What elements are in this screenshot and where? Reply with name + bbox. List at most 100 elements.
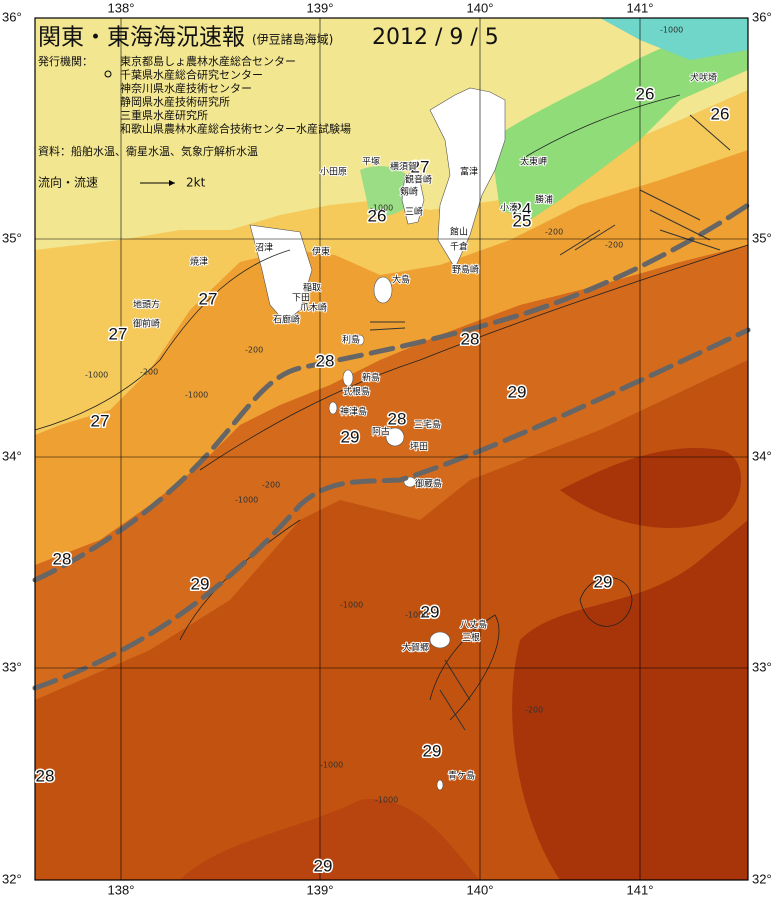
contour — [429, 614, 500, 721]
depth-label: -1000 — [185, 391, 208, 400]
marker — [104, 70, 112, 78]
isotherm-label: 29 — [341, 427, 360, 446]
place-name: 焼津 — [190, 257, 208, 268]
front — [32, 202, 751, 583]
isotherm-label: 28 — [461, 329, 480, 348]
place-name: 小田原 — [320, 167, 347, 178]
place-name: 稲取 — [303, 282, 321, 294]
issuer: 千葉県水産総合研究センター — [120, 68, 263, 82]
place-name: 小湊 — [500, 202, 518, 214]
place-name: 館山 — [450, 226, 468, 238]
sea-24 — [600, 18, 748, 60]
place-name: 沼津 — [255, 243, 273, 254]
place-name: 石廊崎 — [273, 314, 300, 326]
current-vectors — [369, 114, 731, 731]
issuer: 三重県水産研究所 — [120, 108, 208, 122]
vector — [559, 229, 601, 256]
contours — [34, 94, 749, 721]
isotherm-label: 26 — [368, 206, 387, 225]
legend-arrowhead — [169, 180, 175, 186]
lat-label: 34° — [2, 448, 22, 463]
lon-label: 138° — [108, 0, 135, 15]
place-name: 千倉 — [450, 241, 468, 253]
place-name: 下田 — [292, 293, 310, 304]
isotherm-label: 27 — [91, 411, 110, 430]
place-name: 大賀郷 — [402, 642, 429, 654]
issuer: 和歌山県農林水産総合技術センター水産試験場 — [120, 122, 351, 136]
isotherm-label: 29 — [423, 741, 442, 760]
island — [436, 779, 444, 791]
lat-label: 34° — [752, 448, 772, 463]
isotherm-label: 26 — [711, 104, 730, 123]
place-name: 爪木崎 — [300, 302, 327, 314]
vector — [649, 209, 711, 241]
isotherm-label: 26 — [636, 84, 655, 103]
isotherm-label: 29 — [191, 574, 210, 593]
vector — [444, 659, 471, 701]
lat-label: 35° — [752, 230, 772, 245]
issuer: 静岡県水産技術研究所 — [120, 95, 230, 109]
depth-label: -200 — [545, 228, 563, 237]
isotherm-label: 29 — [508, 382, 527, 401]
place-name: 勝浦 — [535, 194, 553, 206]
place-name: 野島崎 — [452, 264, 479, 276]
isotherm-label: 28 — [388, 409, 407, 428]
place-name: 坪田 — [410, 442, 428, 453]
place-name: 青ケ島 — [448, 770, 475, 782]
depth-label: -1000 — [235, 496, 258, 505]
isotherm-label: 28 — [53, 549, 72, 568]
issuer-label: 発行機関： — [38, 54, 93, 68]
lat-label: 32° — [2, 871, 22, 886]
subtitle: (伊豆諸島海域) — [252, 32, 333, 47]
lon-label: 140° — [467, 882, 494, 897]
isotherm-label: 27 — [199, 289, 218, 308]
contour — [34, 249, 291, 431]
depth-label: -1000 — [320, 761, 343, 770]
title: 関東・東海海況速報 — [38, 25, 245, 51]
place-name: 利島 — [342, 334, 360, 346]
isotherm-label: 29 — [314, 856, 333, 875]
isotherm-label: 27 — [109, 324, 128, 343]
place-name: 新島 — [362, 372, 380, 384]
island — [373, 276, 393, 304]
lon-label: 141° — [627, 0, 654, 15]
lat-label: 33° — [752, 659, 772, 674]
place-name: 地頭方 — [133, 299, 160, 311]
isotherm-label: 28 — [36, 766, 55, 785]
contour — [579, 577, 633, 627]
front — [32, 327, 751, 691]
lat-label: 36° — [752, 9, 772, 24]
depth-label: -1000 — [660, 26, 683, 35]
lat-label: 32° — [752, 871, 772, 886]
depth-label: -200 — [605, 241, 623, 250]
place-name: 三崎 — [405, 206, 423, 218]
depth-label: -1000 — [405, 611, 428, 620]
date: 2012 / 9 / 5 — [372, 25, 499, 50]
depth-label: -200 — [245, 346, 263, 355]
lon-label: 139° — [307, 882, 334, 897]
lat-label: 36° — [2, 9, 22, 24]
issuer: 神奈川県水産技術センター — [120, 81, 252, 95]
issuers: 東京都島しょ農林水産総合センター千葉県水産総合研究センター神奈川県水産技術センタ… — [120, 54, 351, 136]
isotherm-label: 24 — [513, 199, 532, 218]
boso-peninsula — [429, 87, 506, 269]
isotherm-label: 29 — [594, 572, 613, 591]
lat-label: 35° — [2, 230, 22, 245]
miura-peninsula — [401, 171, 425, 225]
lat-label: 33° — [2, 659, 22, 674]
island — [355, 334, 365, 346]
isotherm-label: 25 — [513, 211, 532, 230]
place-name: 神津島 — [340, 406, 367, 418]
issuer: 東京都島しょ農林水産総合センター — [120, 54, 296, 68]
place-name: 阿古 — [372, 426, 390, 438]
depth-label: -1000 — [85, 371, 108, 380]
vector — [659, 229, 721, 251]
legend-speed: 2kt — [186, 176, 206, 190]
contour — [519, 94, 681, 161]
vector — [369, 327, 406, 331]
vector — [689, 114, 731, 151]
sea-29-8 — [180, 799, 480, 880]
